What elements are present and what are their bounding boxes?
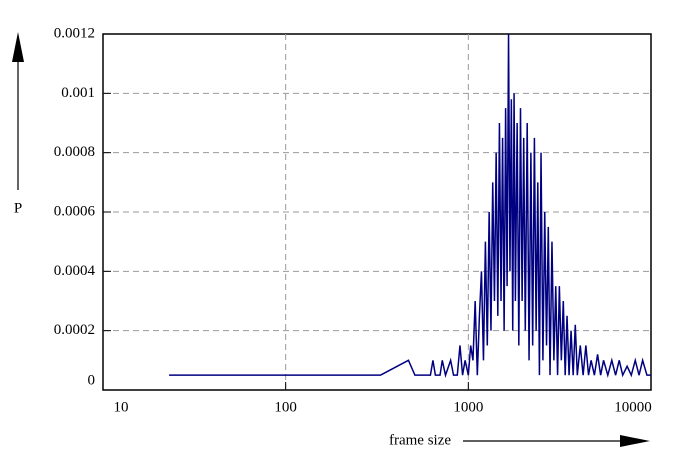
data-line bbox=[169, 33, 651, 378]
x-axis-label: frame size bbox=[389, 432, 451, 448]
y-tick-label: 0.0012 bbox=[54, 25, 95, 41]
y-axis-label: P bbox=[14, 200, 22, 216]
x-tick-label: 10000 bbox=[614, 399, 652, 415]
x-tick-label: 1000 bbox=[453, 399, 483, 415]
y-tick-label: 0.0004 bbox=[54, 263, 96, 279]
x-arrow-head bbox=[620, 435, 650, 447]
y-arrow-head bbox=[12, 32, 24, 62]
y-tick-label: 0.0006 bbox=[54, 203, 96, 219]
y-tick-label: 0 bbox=[88, 372, 96, 388]
y-tick-label: 0.001 bbox=[61, 85, 95, 101]
x-tick-label: 10 bbox=[114, 399, 129, 415]
y-tick-label: 0.0008 bbox=[54, 144, 95, 160]
y-tick-label: 0.0002 bbox=[54, 322, 95, 338]
x-tick-label: 100 bbox=[274, 399, 297, 415]
